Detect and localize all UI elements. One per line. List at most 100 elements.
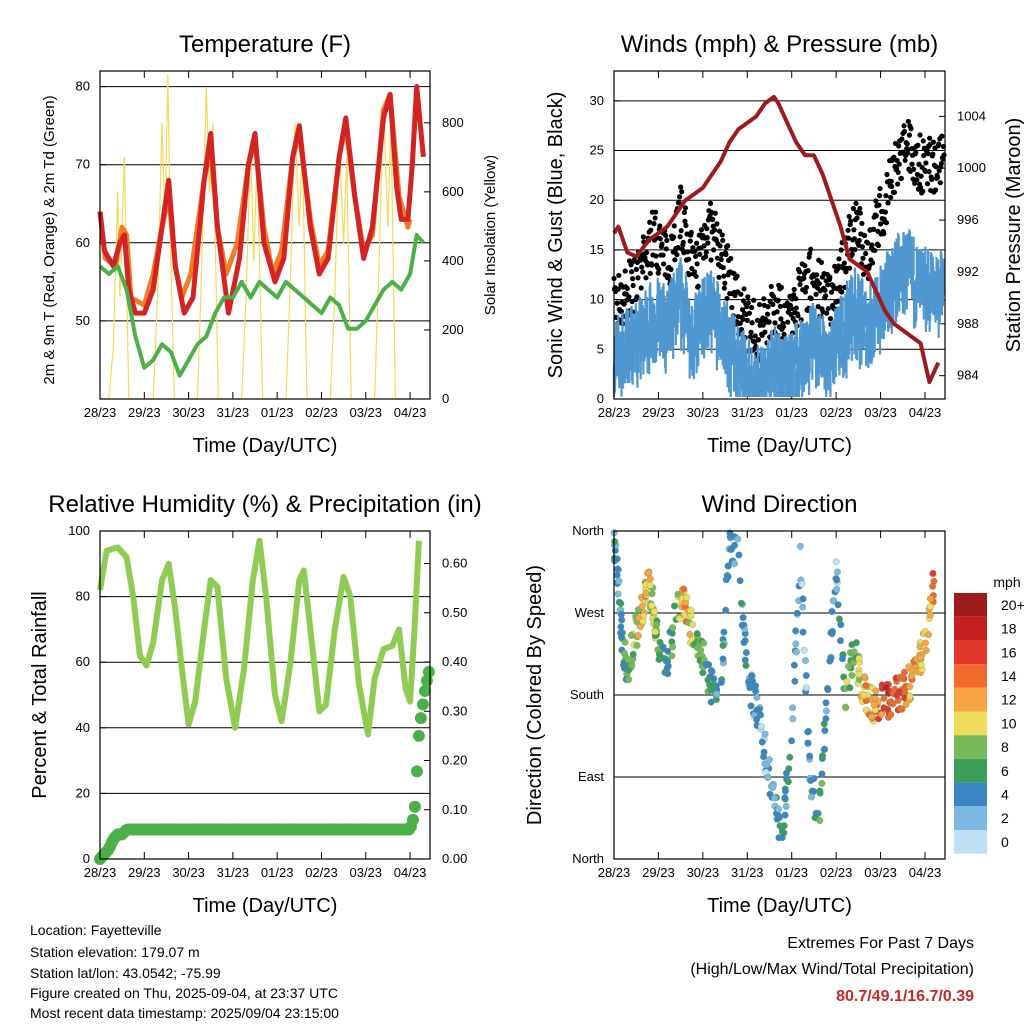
direction-point [792,627,800,635]
gust-point [922,168,928,175]
x-tick-label: 30/23 [172,405,205,420]
y2-tick-label: 400 [442,253,464,268]
direction-point [775,805,783,813]
x-tick-label: 04/23 [909,865,942,880]
precip-point [412,729,425,742]
direction-point [722,606,730,614]
legend-label: 8 [1001,739,1009,755]
direction-point [642,589,650,597]
direction-point [735,551,743,559]
direction-point [669,643,677,651]
direction-point [786,753,794,761]
x-tick-label: 04/23 [394,865,427,880]
gust-point [839,289,845,295]
gust-point [691,269,698,275]
direction-point [802,672,810,680]
precip-point [418,685,431,698]
direction-point [668,652,676,660]
direction-point [929,570,937,577]
gust-point [740,316,746,323]
gust-point [838,247,844,253]
gust-point [888,178,894,184]
x-tick-label: 03/23 [864,865,897,880]
gust-point [638,257,644,263]
gust-point [876,193,883,199]
direction-point [906,683,914,691]
gust-point [902,157,908,163]
direction-point [887,698,895,706]
direction-point [926,603,934,611]
direction-point [646,575,654,583]
direction-point [788,737,796,745]
direction-point [664,662,672,670]
gust-point [720,264,726,271]
x-tick-label: 28/23 [598,405,631,420]
gust-point [724,243,731,249]
direction-point [745,678,753,686]
gust-point [693,273,699,279]
direction-point [731,560,739,568]
direction-point [699,669,707,677]
x-tick-label: 03/23 [349,405,382,420]
y-axis-label: 2m & 9m T (Red, Orange) & 2m Td (Green) [41,95,58,384]
direction-point [617,611,625,618]
gust-point [744,317,750,323]
direction-point [708,681,716,689]
y-tick-label: North [572,851,604,866]
plot-frame [99,70,431,400]
gust-point [626,258,633,264]
elevation-text: Station elevation: 179.07 m [30,944,200,960]
direction-point [764,774,772,781]
gust-point [921,152,927,159]
x-tick-label: 04/23 [394,405,427,420]
gust-point [643,250,650,256]
legend-swatch [954,664,987,688]
direction-point [837,621,845,629]
recent-text: Most recent data timestamp: 2025/09/04 2… [30,1005,339,1021]
direction-point [807,793,815,801]
direction-point [812,809,820,817]
y-tick-label: 80 [76,79,90,94]
y-tick-label: 30 [590,93,604,108]
direction-point [731,541,738,549]
y-tick-label: 5 [597,341,604,356]
direction-point [880,704,888,712]
direction-point [781,811,789,819]
gust-point [652,209,659,215]
y-tick-label: 25 [590,143,604,158]
direction-point [837,637,844,645]
direction-point [820,745,828,753]
plot-frame [613,530,946,860]
direction-point [807,777,814,784]
gust-point [745,294,751,300]
direction-point [871,695,879,703]
direction-point [780,829,788,837]
gust-point [647,270,653,277]
gust-point [695,283,701,289]
direction-point [736,577,744,585]
direction-point [907,672,915,680]
gust-point [920,188,926,194]
gust-point [859,244,866,250]
direction-point [860,692,868,700]
direction-point [611,557,619,565]
gust-point [856,237,862,244]
gust-point [791,286,797,293]
gust-point [936,141,942,147]
direction-point [781,787,789,795]
gust-point [748,329,754,335]
direction-point [906,692,914,700]
y-axis-label: Percent & Total Rainfall [29,591,51,799]
gust-point [881,231,887,237]
gust-point [657,223,663,229]
gust-point [674,252,680,258]
gust-point [781,331,787,337]
gust-point [837,284,843,290]
direction-point [717,678,725,686]
direction-point [789,715,797,723]
gust-point [932,187,939,193]
y-tick-label: North [572,523,604,538]
gust-point [869,242,875,248]
direction-point [636,623,644,631]
direction-point [753,694,761,701]
